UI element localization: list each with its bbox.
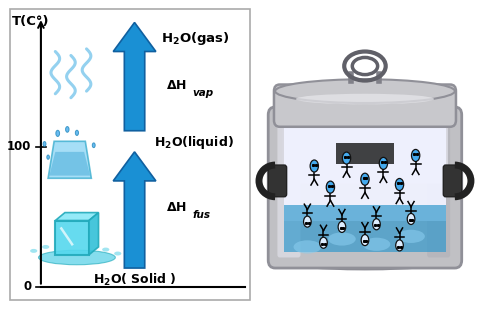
Ellipse shape <box>42 245 49 249</box>
Ellipse shape <box>342 152 350 164</box>
Ellipse shape <box>372 219 379 230</box>
Ellipse shape <box>361 235 368 246</box>
Ellipse shape <box>114 252 121 256</box>
FancyArrow shape <box>113 23 155 131</box>
Ellipse shape <box>102 248 109 252</box>
FancyBboxPatch shape <box>268 165 286 197</box>
Text: $\mathbf{\Delta H}$: $\mathbf{\Delta H}$ <box>166 79 186 92</box>
Text: T(C°): T(C°) <box>12 15 49 28</box>
Text: $\mathbf{H_2O(gas)}$: $\mathbf{H_2O(gas)}$ <box>161 30 229 47</box>
FancyBboxPatch shape <box>335 143 393 164</box>
Ellipse shape <box>362 238 390 251</box>
Text: vap: vap <box>192 88 213 98</box>
Ellipse shape <box>396 230 424 243</box>
Ellipse shape <box>407 214 414 225</box>
Text: $\mathbf{\Delta H}$: $\mathbf{\Delta H}$ <box>166 201 186 214</box>
Ellipse shape <box>327 232 355 246</box>
Ellipse shape <box>326 181 334 193</box>
FancyBboxPatch shape <box>273 85 455 127</box>
FancyBboxPatch shape <box>284 205 445 252</box>
Ellipse shape <box>309 160 318 172</box>
Ellipse shape <box>395 240 403 251</box>
Ellipse shape <box>293 240 320 253</box>
Ellipse shape <box>65 127 69 132</box>
Ellipse shape <box>30 249 37 253</box>
Ellipse shape <box>92 143 95 148</box>
FancyBboxPatch shape <box>442 165 461 197</box>
Ellipse shape <box>47 155 49 159</box>
Ellipse shape <box>410 150 419 162</box>
Ellipse shape <box>319 237 327 248</box>
Ellipse shape <box>38 250 115 265</box>
Ellipse shape <box>75 130 78 135</box>
Ellipse shape <box>274 79 454 103</box>
Text: 100: 100 <box>7 140 31 153</box>
Text: $\mathbf{H_2O(\ Solid\ )}$: $\mathbf{H_2O(\ Solid\ )}$ <box>92 272 176 288</box>
FancyBboxPatch shape <box>282 115 447 184</box>
Polygon shape <box>55 221 89 255</box>
Ellipse shape <box>337 221 345 232</box>
FancyArrow shape <box>113 152 155 268</box>
Text: 0: 0 <box>23 280 31 293</box>
Ellipse shape <box>56 130 60 137</box>
FancyBboxPatch shape <box>426 120 449 257</box>
Ellipse shape <box>360 173 368 185</box>
FancyBboxPatch shape <box>284 115 445 221</box>
Polygon shape <box>55 213 98 221</box>
Ellipse shape <box>43 142 46 146</box>
Polygon shape <box>89 213 98 255</box>
Ellipse shape <box>295 94 433 104</box>
FancyBboxPatch shape <box>268 107 461 268</box>
Polygon shape <box>49 152 90 176</box>
Ellipse shape <box>303 216 311 227</box>
Ellipse shape <box>394 179 403 191</box>
Ellipse shape <box>378 157 387 169</box>
Text: $\mathbf{H_2O(liquid)}$: $\mathbf{H_2O(liquid)}$ <box>153 134 233 151</box>
Polygon shape <box>48 141 91 178</box>
FancyBboxPatch shape <box>277 120 300 257</box>
Ellipse shape <box>274 251 454 269</box>
Text: fus: fus <box>192 210 210 220</box>
